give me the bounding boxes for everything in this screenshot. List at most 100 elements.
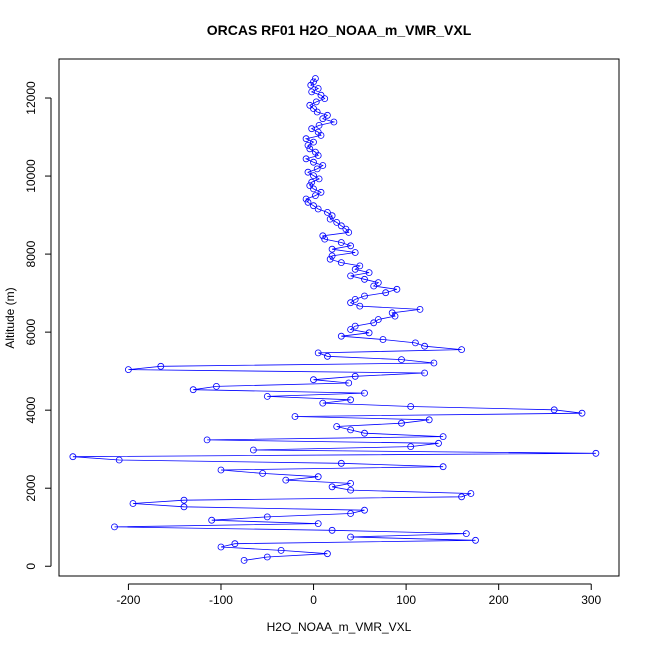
- data-point: [302, 135, 310, 143]
- data-point: [302, 155, 310, 163]
- data-point: [416, 305, 424, 313]
- data-point: [550, 406, 558, 414]
- data-point: [326, 255, 334, 263]
- data-point: [326, 215, 334, 223]
- data-point: [356, 302, 364, 310]
- data-point: [361, 389, 368, 397]
- data-point: [337, 332, 345, 340]
- data-point: [328, 212, 336, 220]
- data-point: [308, 125, 316, 133]
- data-point: [321, 95, 329, 102]
- x-tick-label: 300: [581, 593, 601, 607]
- data-point: [314, 349, 322, 357]
- data-point: [347, 272, 355, 280]
- data-point: [347, 326, 355, 333]
- data-point: [333, 218, 341, 226]
- data-point: [282, 476, 290, 484]
- data-point: [304, 141, 312, 149]
- data-point: [411, 339, 419, 347]
- data-point: [129, 500, 137, 507]
- data-point: [467, 490, 475, 497]
- data-point: [347, 299, 355, 307]
- data-point: [337, 239, 345, 246]
- data-point: [203, 436, 211, 444]
- plot-frame: [58, 58, 620, 577]
- data-point: [391, 312, 399, 320]
- data-point: [306, 145, 314, 153]
- data-point: [308, 88, 316, 96]
- data-point: [313, 165, 321, 173]
- data-point: [398, 356, 405, 364]
- y-tick-label: 12000: [24, 81, 38, 115]
- data-point: [124, 366, 132, 374]
- y-tick-label: 2000: [24, 475, 38, 502]
- data-point: [382, 289, 390, 297]
- data-point: [592, 449, 600, 457]
- data-point: [328, 526, 336, 534]
- data-point: [311, 75, 319, 82]
- data-point: [189, 386, 197, 394]
- data-point: [374, 316, 382, 323]
- data-point: [351, 295, 359, 303]
- x-axis: -200 -100 0 100 200 300: [116, 583, 602, 607]
- data-point: [421, 369, 429, 377]
- data-point: [315, 122, 323, 129]
- data-point: [310, 105, 317, 112]
- data-point: [317, 131, 325, 139]
- data-point: [333, 423, 341, 430]
- data-point: [313, 108, 321, 116]
- data-point: [212, 382, 220, 390]
- data-point: [365, 269, 373, 277]
- data-point: [231, 540, 239, 548]
- data-point: [323, 208, 331, 216]
- data-point: [407, 443, 415, 451]
- data-point: [351, 372, 359, 380]
- x-tick-label: 100: [396, 593, 416, 607]
- data-point: [314, 205, 322, 213]
- data-point: [263, 513, 271, 521]
- data-point: [328, 252, 336, 260]
- data-point: [319, 232, 327, 240]
- data-point: [351, 265, 359, 273]
- data-point: [374, 279, 382, 287]
- y-tick-label: 10000: [24, 159, 38, 193]
- series-line: [72, 78, 596, 561]
- data-point: [393, 285, 401, 293]
- data-point: [180, 496, 188, 504]
- data-point: [310, 202, 317, 210]
- data-point: [304, 198, 312, 206]
- data-point: [361, 275, 368, 283]
- plot-area: [69, 75, 600, 564]
- data-point: [356, 262, 364, 270]
- data-point: [217, 543, 225, 551]
- data-point: [439, 463, 447, 471]
- data-point: [347, 486, 355, 494]
- y-tick-label: 4000: [24, 396, 38, 423]
- data-point: [308, 178, 316, 186]
- data-point: [347, 479, 355, 487]
- data-point: [351, 249, 359, 256]
- y-axis: 0 2000 4000 6000 8000 10000 12000: [24, 81, 52, 570]
- data-point: [361, 506, 368, 514]
- data-point: [317, 91, 325, 99]
- data-point: [311, 192, 319, 200]
- x-axis-label: H2O_NOAA_m_VMR_VXL: [267, 620, 412, 634]
- data-point: [180, 503, 188, 511]
- data-point: [458, 493, 466, 501]
- data-point: [217, 466, 225, 474]
- data-point: [430, 359, 438, 367]
- data-point: [578, 409, 586, 417]
- data-point: [337, 459, 345, 467]
- data-point: [347, 396, 355, 404]
- y-tick-label: 0: [24, 563, 38, 570]
- data-point: [111, 523, 118, 531]
- y-tick-label: 6000: [24, 318, 38, 345]
- data-point: [315, 175, 323, 183]
- data-point: [330, 118, 338, 126]
- x-tick-label: 0: [310, 593, 317, 607]
- data-point: [472, 536, 479, 544]
- data-point: [347, 242, 355, 250]
- data-point: [291, 413, 299, 420]
- data-point: [319, 399, 327, 407]
